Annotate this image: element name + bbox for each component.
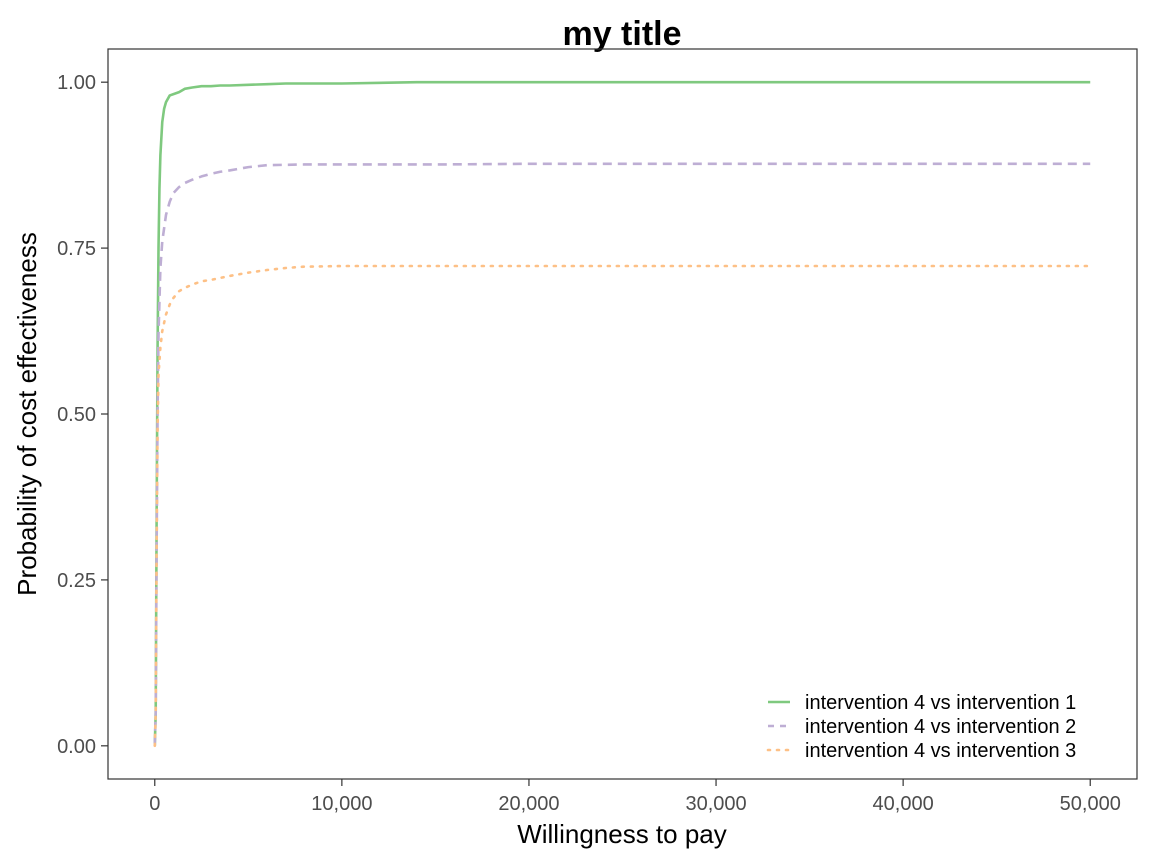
legend-label-2: intervention 4 vs intervention 2 — [805, 716, 1076, 738]
x-tick-label: 20,000 — [498, 793, 559, 815]
chart-title: my title — [562, 15, 681, 53]
x-tick-label: 50,000 — [1060, 793, 1121, 815]
y-tick-label: 1.00 — [57, 72, 96, 94]
series-line-1 — [153, 80, 1091, 746]
y-tick-label: 0.75 — [57, 238, 96, 260]
plot-area: 0 10,000 20,000 30,000 40,000 50,000 0.00 0.25 0… — [57, 48, 1138, 815]
legend-label-1: intervention 4 vs intervention 1 — [805, 692, 1076, 714]
x-tick-label: 10,000 — [311, 793, 372, 815]
y-tick-label: 0.00 — [57, 736, 96, 758]
x-tick-label: 30,000 — [685, 793, 746, 815]
series-line-3 — [153, 264, 1092, 748]
y-axis-title: Probability of cost effectiveness — [12, 232, 42, 596]
series-line-2 — [153, 162, 1091, 746]
x-tick-label: 0 — [149, 793, 160, 815]
x-tick-label: 40,000 — [873, 793, 934, 815]
legend-label-3: intervention 4 vs intervention 3 — [805, 740, 1076, 762]
y-tick-label: 0.25 — [57, 570, 96, 592]
y-tick-label: 0.50 — [57, 404, 96, 426]
x-axis-title: Willingness to pay — [517, 819, 727, 849]
